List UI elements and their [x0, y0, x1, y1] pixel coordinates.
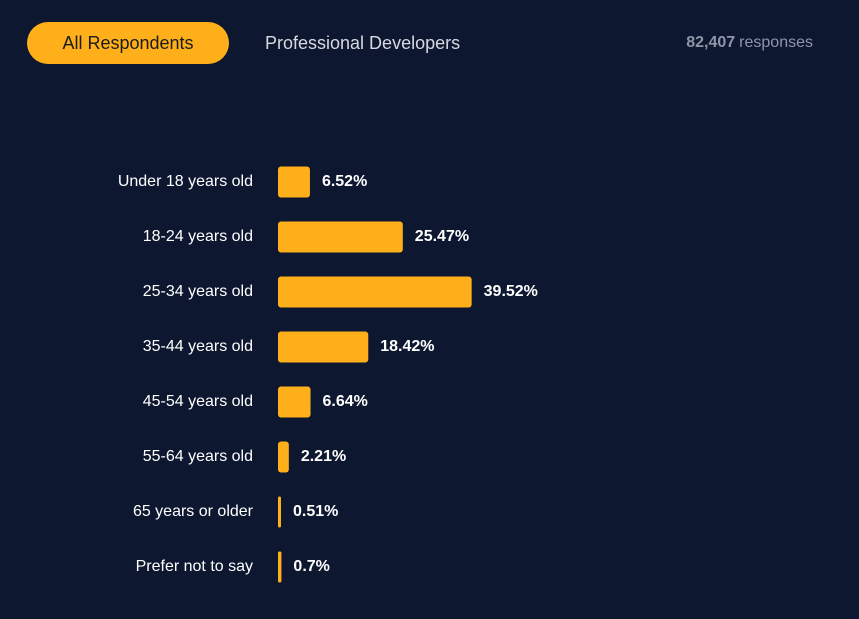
responses-label: responses	[739, 34, 813, 51]
value-label: 0.7%	[293, 558, 329, 575]
value-label: 18.42%	[380, 338, 434, 355]
tab-professional-developers[interactable]: Professional Developers	[265, 32, 461, 53]
value-label: 6.64%	[323, 393, 368, 410]
bar	[278, 166, 310, 198]
bar	[278, 276, 472, 308]
bar	[278, 441, 289, 473]
category-label: 55-64 years old	[143, 448, 253, 465]
category-label: 35-44 years old	[143, 338, 253, 355]
category-label: 18-24 years old	[143, 228, 253, 245]
bar	[278, 221, 403, 253]
value-label: 0.51%	[293, 503, 338, 520]
category-label: Prefer not to say	[136, 558, 253, 575]
category-label: 65 years or older	[133, 503, 254, 520]
bar	[278, 331, 369, 363]
category-label: Under 18 years old	[118, 173, 253, 190]
bar	[278, 386, 311, 418]
responses-count: 82,407	[686, 34, 736, 51]
respondent-tab-bar: All Respondents Professional Developers	[27, 22, 460, 64]
value-label: 2.21%	[301, 448, 346, 465]
tab-all-respondents[interactable]: All Respondents	[27, 22, 229, 64]
category-label: 45-54 years old	[143, 393, 253, 410]
bar	[278, 551, 282, 583]
category-label: 25-34 years old	[143, 283, 253, 300]
value-label: 39.52%	[484, 283, 538, 300]
bar	[278, 496, 281, 528]
value-label: 25.47%	[415, 228, 469, 245]
value-label: 6.52%	[322, 173, 367, 190]
responses-summary: 82,407 responses	[686, 22, 813, 64]
